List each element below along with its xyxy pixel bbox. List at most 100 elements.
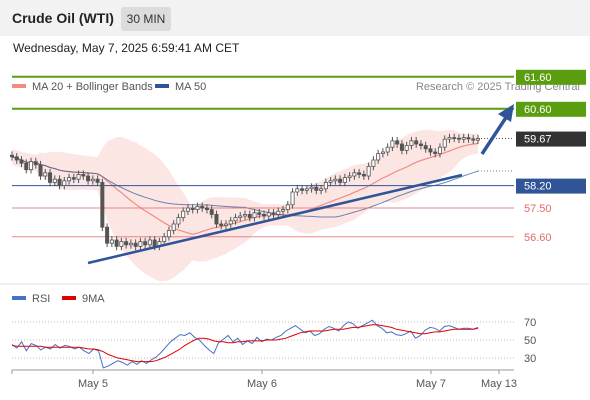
candle — [361, 173, 366, 177]
level-label: 59.67 — [524, 134, 552, 146]
candle — [81, 173, 86, 177]
trend-line — [87, 173, 463, 265]
candle — [67, 177, 72, 182]
candle — [223, 223, 228, 226]
candle — [100, 181, 105, 228]
candle — [395, 140, 400, 145]
candle — [428, 148, 433, 153]
candle — [342, 177, 347, 183]
legend-swatch — [155, 84, 169, 88]
candle — [204, 207, 209, 210]
candle — [200, 205, 205, 209]
candle — [447, 137, 452, 140]
candle — [95, 178, 100, 183]
x-tick-label: May 13 — [481, 378, 517, 390]
rsi-tick-label: 50 — [524, 335, 536, 347]
candle — [162, 236, 167, 243]
interval-button[interactable]: 30 MIN — [121, 7, 171, 31]
candle — [238, 215, 243, 218]
candle — [300, 188, 305, 191]
candle — [19, 159, 24, 164]
candle — [371, 159, 376, 167]
candle — [48, 172, 53, 183]
candle — [176, 217, 181, 225]
candle — [214, 213, 219, 225]
level-label: 56.60 — [524, 232, 552, 244]
candle — [442, 138, 447, 148]
candle — [466, 137, 471, 140]
candle — [271, 212, 276, 215]
candle — [114, 239, 119, 247]
candle — [209, 209, 214, 215]
candle — [43, 172, 48, 177]
candle — [228, 220, 233, 225]
candle — [328, 180, 333, 183]
candle — [290, 191, 295, 206]
candle — [456, 137, 461, 140]
level-box — [516, 69, 586, 85]
candle — [352, 172, 357, 177]
candle — [247, 213, 252, 218]
candle — [380, 151, 385, 154]
candle — [90, 178, 95, 182]
candle — [252, 212, 257, 219]
level-label: 60.60 — [524, 104, 552, 116]
candle — [390, 140, 395, 148]
candle — [109, 239, 114, 244]
x-tick-label: May 5 — [78, 378, 108, 390]
candle — [257, 212, 262, 215]
candle — [366, 165, 371, 177]
candle — [9, 154, 14, 158]
candle — [124, 241, 129, 246]
level-box — [516, 178, 586, 194]
candle — [319, 188, 324, 191]
candle — [357, 172, 362, 175]
candle — [33, 161, 38, 166]
candle — [171, 223, 176, 231]
legend-label: RSI — [32, 293, 50, 305]
candle — [304, 188, 309, 191]
candle — [147, 239, 152, 246]
candle — [128, 242, 133, 246]
legend-swatch — [12, 296, 26, 300]
level-box — [516, 101, 586, 117]
candle — [143, 241, 148, 246]
candle — [105, 226, 110, 244]
candle — [461, 137, 466, 140]
candle — [166, 229, 171, 238]
candle — [404, 145, 409, 151]
candle — [399, 143, 404, 151]
ma50-line — [11, 156, 479, 218]
chart-header: Crude Oil (WTI) 30 MIN — [0, 0, 590, 36]
candle — [475, 138, 480, 141]
candle — [433, 151, 438, 154]
legend-swatch — [62, 296, 76, 300]
candle — [29, 161, 34, 171]
candle — [262, 213, 267, 217]
x-tick-label: May 7 — [416, 378, 446, 390]
candle — [418, 143, 423, 146]
candle — [295, 188, 300, 193]
candle — [347, 175, 352, 178]
candle — [38, 164, 43, 177]
timestamp: Wednesday, May 7, 2025 6:59:41 AM CET — [13, 41, 240, 55]
legend-label: 9MA — [82, 293, 105, 305]
rsi-tick-label: 70 — [524, 317, 536, 329]
candle — [414, 140, 419, 145]
candle — [423, 145, 428, 150]
candle — [138, 241, 143, 247]
candle — [309, 186, 314, 190]
candle — [119, 241, 124, 247]
candles — [9, 133, 480, 251]
x-tick-label: May 6 — [247, 378, 277, 390]
candle — [409, 140, 414, 147]
candle — [376, 153, 381, 161]
level-box — [516, 131, 586, 147]
candle — [281, 209, 286, 212]
rsi-ma-line — [11, 324, 479, 363]
candle — [52, 178, 57, 183]
legend-label: MA 20 + Bollinger Bands — [32, 81, 153, 93]
rsi-legend: RSI 9MA — [12, 293, 105, 305]
candle — [242, 213, 247, 217]
